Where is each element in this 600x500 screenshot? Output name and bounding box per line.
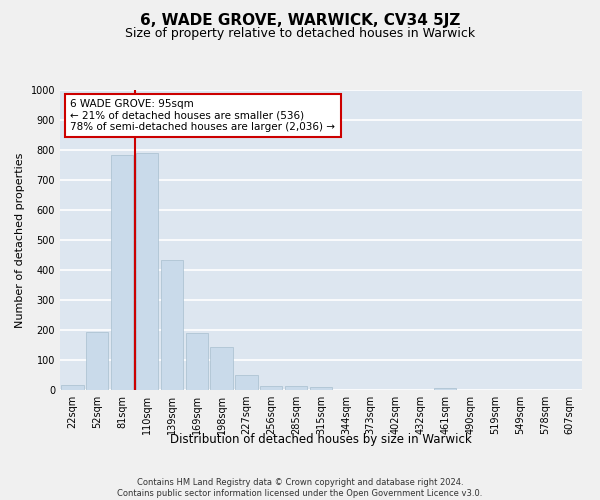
Bar <box>136 153 158 390</box>
Bar <box>434 388 457 390</box>
Y-axis label: Number of detached properties: Number of detached properties <box>15 152 25 328</box>
Bar <box>211 346 233 390</box>
Bar <box>111 154 133 390</box>
Bar <box>235 375 257 390</box>
Text: Size of property relative to detached houses in Warwick: Size of property relative to detached ho… <box>125 28 475 40</box>
Bar <box>260 386 283 390</box>
Text: 6, WADE GROVE, WARWICK, CV34 5JZ: 6, WADE GROVE, WARWICK, CV34 5JZ <box>140 12 460 28</box>
Text: 6 WADE GROVE: 95sqm
← 21% of detached houses are smaller (536)
78% of semi-detac: 6 WADE GROVE: 95sqm ← 21% of detached ho… <box>70 99 335 132</box>
Bar <box>285 386 307 390</box>
Text: Distribution of detached houses by size in Warwick: Distribution of detached houses by size … <box>170 432 472 446</box>
Bar <box>161 260 183 390</box>
Bar <box>185 333 208 390</box>
Bar <box>61 384 83 390</box>
Bar <box>310 387 332 390</box>
Text: Contains HM Land Registry data © Crown copyright and database right 2024.
Contai: Contains HM Land Registry data © Crown c… <box>118 478 482 498</box>
Bar <box>86 332 109 390</box>
